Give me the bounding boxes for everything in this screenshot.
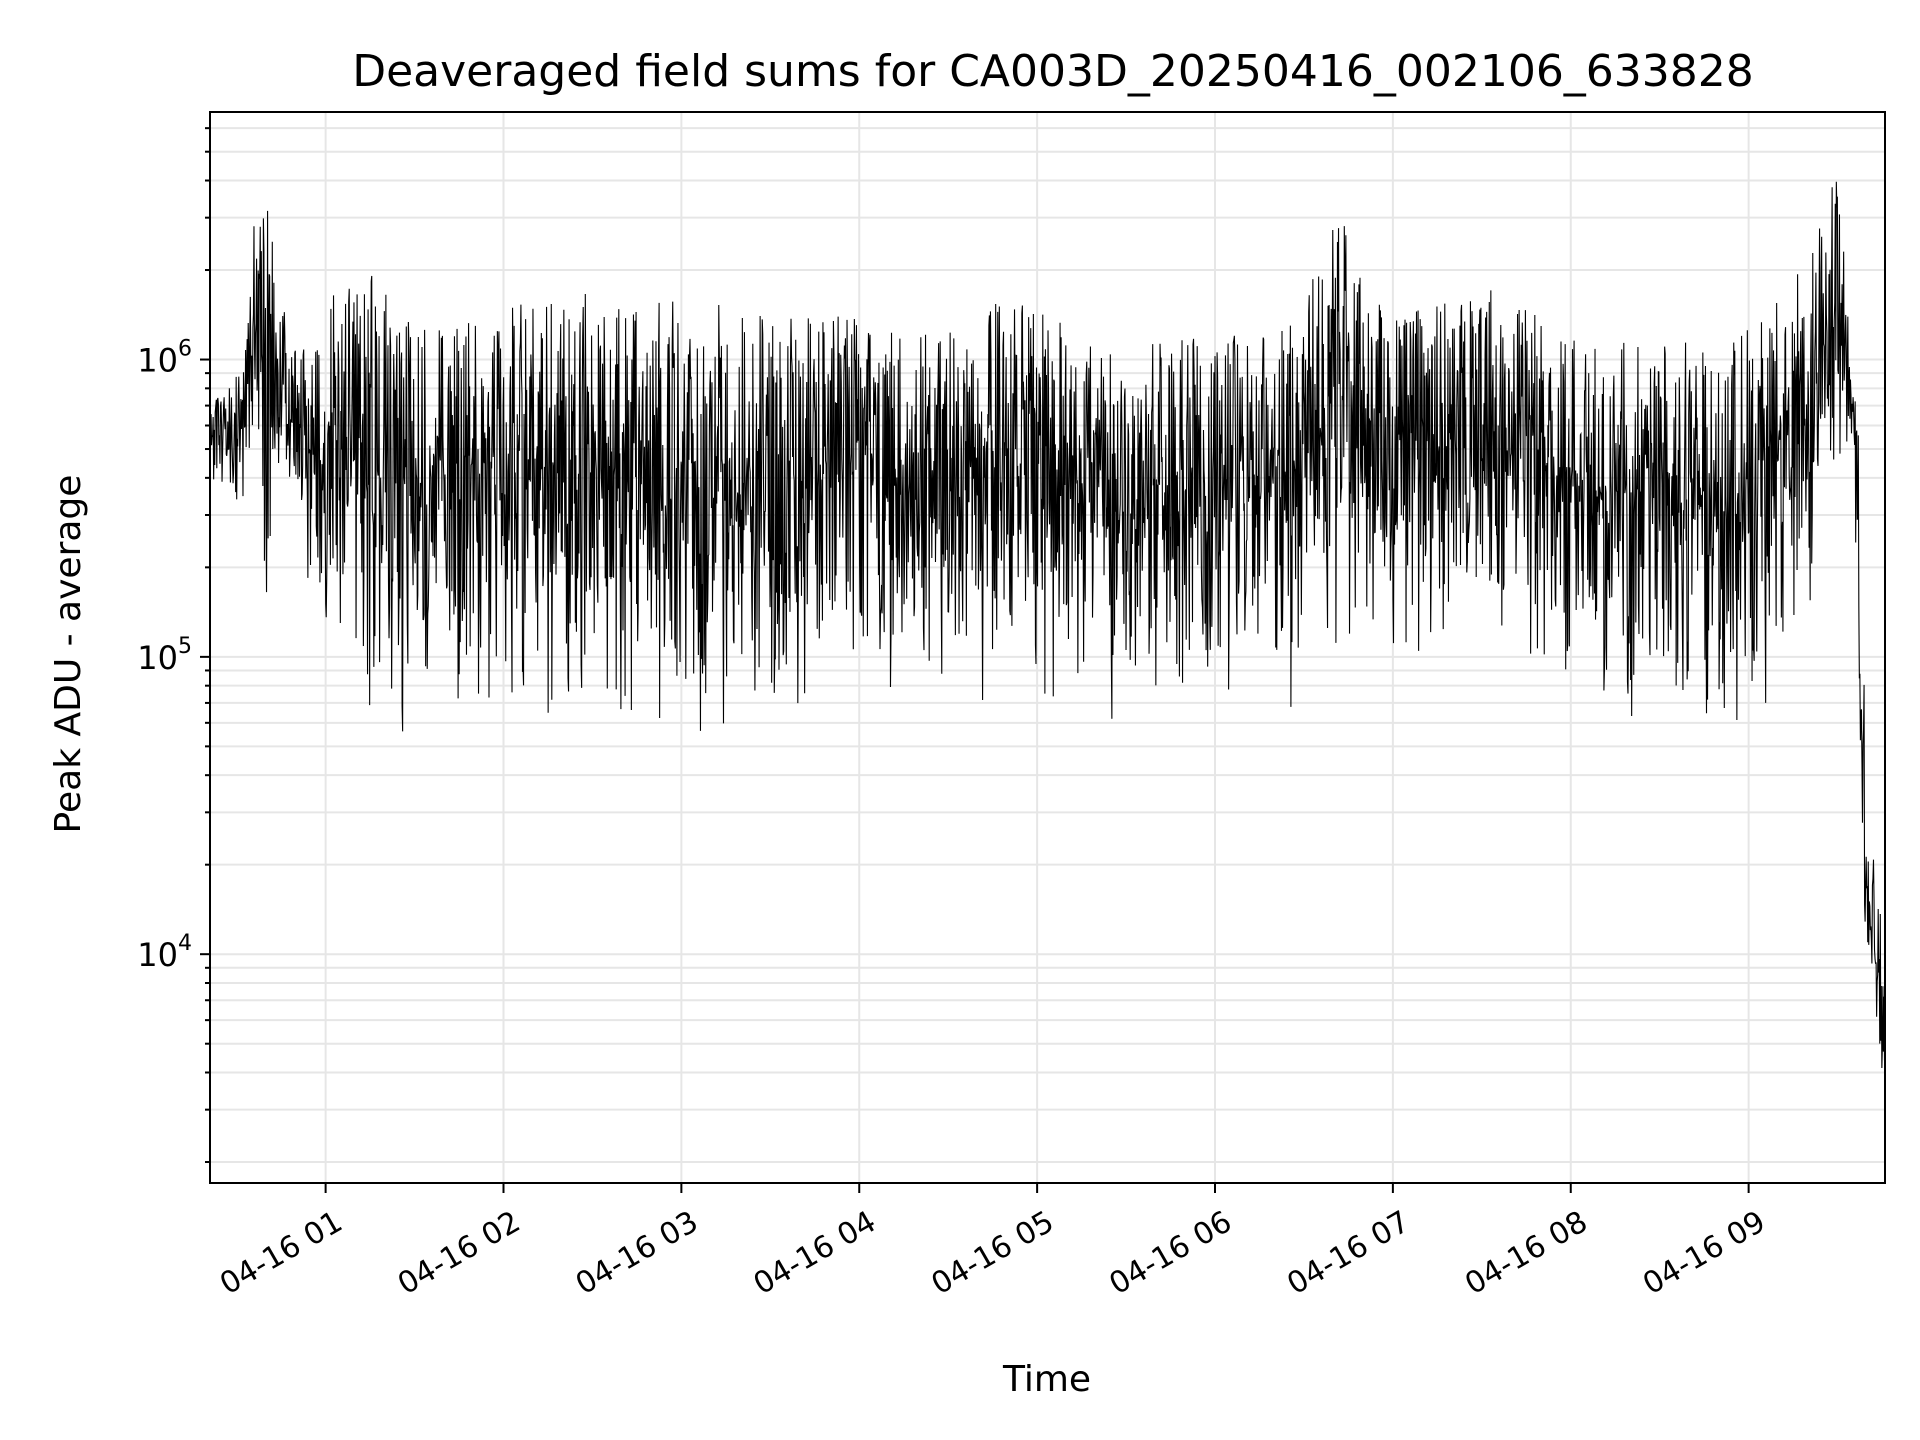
plot-frame [209, 111, 1886, 1184]
series-line [209, 181, 1886, 1068]
y-tick-label: 106 [137, 337, 192, 380]
x-axis-label: Time [1002, 1359, 1091, 1400]
y-axis-label: Peak ADU - average [48, 475, 89, 834]
y-tick-label: 104 [137, 931, 192, 974]
y-tick-label: 105 [137, 634, 192, 677]
chart-title: Deaveraged field sums for CA003D_2025041… [352, 46, 1754, 97]
series-layer [209, 181, 1886, 1068]
